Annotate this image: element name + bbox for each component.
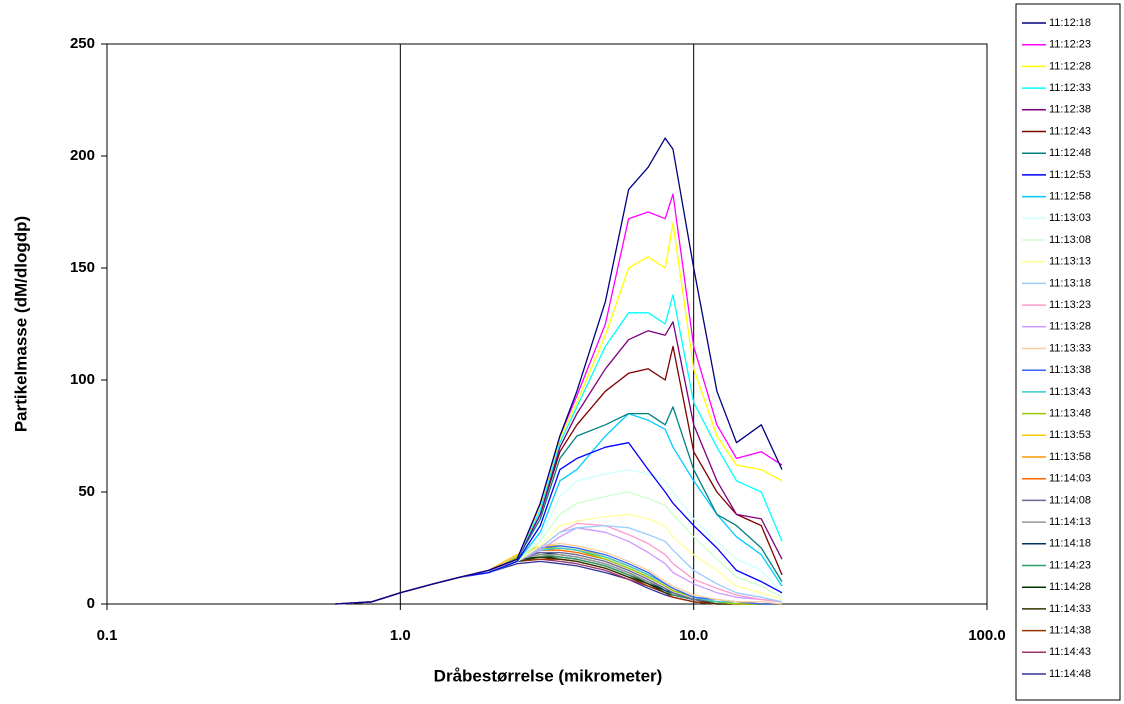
legend-label: 11:12:23 xyxy=(1049,39,1091,51)
legend-label: 11:12:43 xyxy=(1049,125,1091,137)
legend-label: 11:13:53 xyxy=(1049,429,1091,441)
series-line xyxy=(335,137,783,605)
legend xyxy=(1015,3,1121,701)
y-tick-label: 200 xyxy=(70,147,95,164)
legend-label: 11:14:28 xyxy=(1049,581,1091,593)
legend-label: 11:12:53 xyxy=(1049,169,1091,181)
legend-label: 11:14:38 xyxy=(1049,625,1091,637)
legend-label: 11:12:33 xyxy=(1049,82,1091,94)
x-tick-label: 10.0 xyxy=(679,627,708,644)
legend-label: 11:13:33 xyxy=(1049,342,1091,354)
legend-label: 11:12:18 xyxy=(1049,17,1091,29)
y-tick-label: 150 xyxy=(70,259,95,276)
legend-label: 11:13:23 xyxy=(1049,299,1091,311)
legend-label: 11:12:58 xyxy=(1049,191,1091,203)
x-tick-label: 100.0 xyxy=(968,627,1006,644)
legend-label: 11:14:33 xyxy=(1049,603,1091,615)
legend-label: 11:14:48 xyxy=(1049,668,1091,680)
legend-label: 11:14:08 xyxy=(1049,494,1091,506)
y-axis-title: Partikelmasse (dM/dlogdp) xyxy=(11,216,30,432)
legend-label: 11:13:28 xyxy=(1049,321,1091,333)
legend-label: 11:14:23 xyxy=(1049,559,1091,571)
legend-label: 11:12:28 xyxy=(1049,60,1091,72)
plot-area xyxy=(106,43,988,605)
legend-label: 11:13:18 xyxy=(1049,277,1091,289)
legend-label: 11:13:48 xyxy=(1049,408,1091,420)
legend-label: 11:13:08 xyxy=(1049,234,1091,246)
y-tick-label: 100 xyxy=(70,371,95,388)
y-tick-label: 50 xyxy=(78,483,95,500)
legend-label: 11:12:38 xyxy=(1049,104,1091,116)
legend-label: 11:13:03 xyxy=(1049,212,1091,224)
legend-label: 11:13:43 xyxy=(1049,386,1091,398)
legend-label: 11:14:03 xyxy=(1049,473,1091,485)
y-tick-label: 250 xyxy=(70,35,95,52)
legend-label: 11:13:38 xyxy=(1049,364,1091,376)
legend-label: 11:14:13 xyxy=(1049,516,1091,528)
legend-label: 11:14:18 xyxy=(1049,538,1091,550)
legend-label: 11:14:43 xyxy=(1049,646,1091,658)
x-tick-label: 0.1 xyxy=(97,627,118,644)
legend-label: 11:13:58 xyxy=(1049,451,1091,463)
legend-label: 11:12:48 xyxy=(1049,147,1091,159)
x-tick-label: 1.0 xyxy=(390,627,411,644)
legend-label: 11:13:13 xyxy=(1049,256,1091,268)
y-tick-label: 0 xyxy=(87,595,95,612)
x-axis-title: Dråbestørrelse (mikrometer) xyxy=(434,666,663,685)
